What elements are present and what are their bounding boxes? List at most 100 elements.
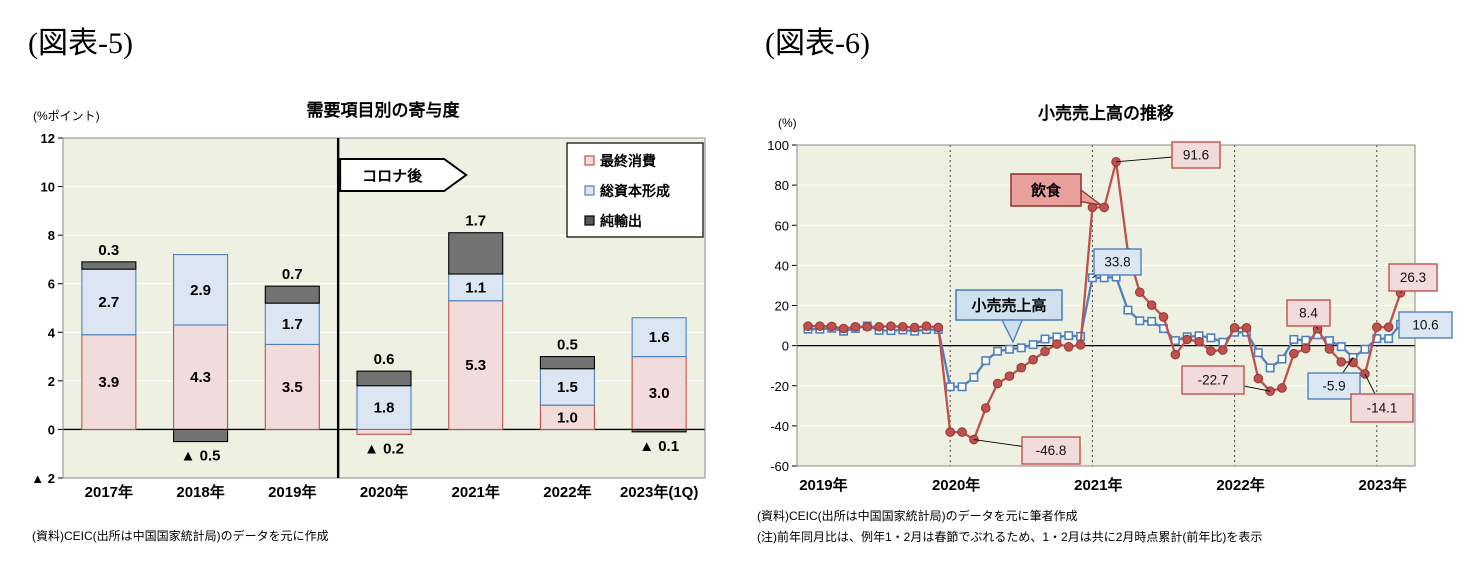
bar-segment	[264, 302, 320, 345]
y-tick-label: -20	[770, 379, 789, 394]
bar-value-label: 0.7	[282, 266, 303, 283]
data-point	[1075, 340, 1086, 350]
plot-border	[62, 137, 706, 479]
fig5-source-text: (資料)CEIC(出所は中国国家統計局)のデータを元に作成	[32, 529, 329, 543]
annotation-box	[1181, 365, 1245, 395]
plot-border	[796, 144, 1416, 467]
data-point	[1194, 336, 1204, 347]
value-annotation: 91.6	[1116, 141, 1221, 169]
y-tick-label: 40	[775, 258, 789, 273]
bar-segment	[631, 317, 687, 358]
data-point	[803, 321, 813, 331]
fig5-axis-unit-label: (%ポイント)	[33, 109, 100, 123]
y-tick-label: 8	[48, 228, 55, 243]
data-point	[850, 321, 861, 332]
bar-segment	[356, 370, 412, 387]
bar-value-label: ▲ 0.2	[364, 440, 404, 457]
data-point	[1360, 344, 1370, 354]
data-point	[815, 321, 825, 331]
annotation-box	[1021, 436, 1081, 465]
y-tick-label: 0	[782, 339, 789, 354]
y-tick-label: 6	[48, 277, 55, 292]
bar-segment	[539, 356, 595, 370]
annotation-box	[1171, 141, 1221, 169]
bar-segment	[264, 343, 320, 430]
bar-value-label: 0.6	[374, 351, 395, 368]
data-point	[1123, 305, 1133, 315]
data-point	[921, 321, 932, 331]
data-point	[1040, 346, 1050, 357]
y-tick-label: 2	[48, 374, 55, 389]
series-line-catering	[803, 157, 1406, 445]
legend-label: 総資本形成	[600, 183, 670, 199]
data-point	[1384, 334, 1394, 344]
y-tick-label: -60	[770, 459, 789, 474]
data-point	[981, 356, 991, 366]
covid-banner	[339, 158, 468, 192]
data-point	[1004, 344, 1014, 354]
data-point	[1206, 346, 1216, 356]
x-axis-label: 2021年	[452, 483, 500, 501]
bar-segment	[356, 428, 412, 435]
legend-label: 純輸出	[600, 213, 642, 229]
bar-value-label: 5.3	[465, 357, 486, 374]
data-point	[1265, 363, 1275, 373]
data-point	[1063, 342, 1074, 352]
data-point	[886, 321, 896, 331]
y-tick-label: 12	[41, 131, 55, 146]
x-axis-label: 2022年	[543, 483, 591, 501]
bar-value-label: 1.8	[374, 400, 395, 417]
bar-segment	[264, 285, 320, 304]
bar-segment	[539, 404, 595, 430]
bar-value-label: 2.9	[190, 282, 211, 299]
legend-marker	[584, 215, 595, 226]
bar-segment	[448, 273, 504, 302]
data-point	[1289, 348, 1299, 359]
data-point	[1016, 362, 1027, 373]
data-point	[957, 382, 967, 392]
data-point	[838, 323, 849, 334]
series-callout: 飲食	[1010, 173, 1102, 207]
y-tick-label: -40	[770, 419, 789, 434]
data-point	[1028, 340, 1038, 350]
y-tick-label: 0	[48, 422, 55, 437]
data-point	[1336, 342, 1346, 352]
legend-label: 最終消費	[600, 153, 656, 169]
annotation-label: 91.6	[1183, 148, 1209, 163]
annotation-box	[1307, 372, 1361, 400]
callout-box	[955, 289, 1063, 321]
x-axis-label: 2019年	[268, 483, 316, 501]
bar-segment	[631, 428, 687, 433]
data-point	[1182, 334, 1193, 345]
annotation-label: 8.4	[1299, 306, 1318, 321]
data-point	[1146, 300, 1157, 310]
x-axis-label: 2021年	[1074, 476, 1122, 494]
y-tick-label: ▲ 2	[31, 471, 55, 486]
x-axis-label: 2019年	[799, 476, 847, 494]
fig6-chart-title: 小売売上高の推移	[1038, 104, 1174, 123]
data-point	[957, 427, 967, 437]
data-point	[1336, 357, 1347, 367]
bar-segment	[448, 232, 504, 275]
data-point	[1028, 354, 1038, 365]
annotation-label: -5.9	[1322, 379, 1345, 394]
data-point	[1253, 373, 1264, 384]
bar-value-label: 2.7	[98, 294, 119, 311]
legend-marker	[584, 155, 595, 166]
data-point	[862, 321, 873, 332]
data-point	[1206, 333, 1216, 343]
annotation-box	[1286, 299, 1331, 327]
data-point	[1289, 334, 1299, 344]
bar-segment	[631, 356, 687, 430]
annotation-label: -46.8	[1036, 443, 1067, 458]
annotation-label: 33.8	[1104, 255, 1130, 270]
fig6-note-text: (注)前年同月比は、例年1・2月は春節でぶれるため、1・2月は共に2月時点累計(…	[757, 530, 1263, 544]
annotation-label: 26.3	[1400, 270, 1426, 285]
x-axis-label: 2020年	[932, 476, 980, 494]
annotation-label: -22.7	[1198, 373, 1229, 388]
fig5-chart-title: 需要項目別の寄与度	[306, 101, 460, 120]
bar-value-label: 4.3	[190, 369, 211, 386]
bar-value-label: 3.9	[98, 374, 119, 391]
data-point	[1360, 369, 1370, 379]
callout-box	[1010, 173, 1082, 207]
